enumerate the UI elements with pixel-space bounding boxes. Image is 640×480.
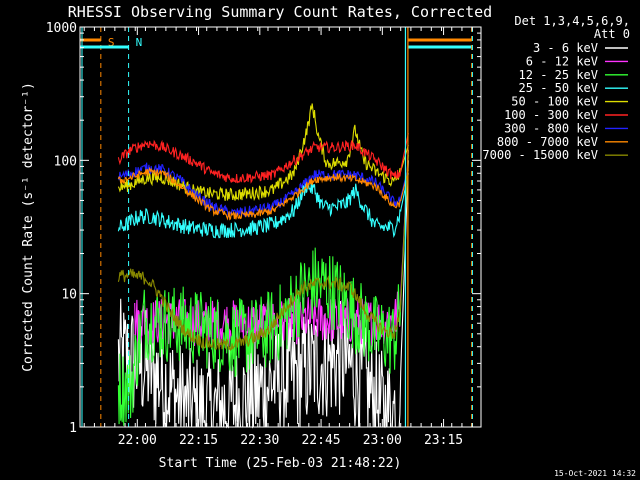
plot-frame [79, 26, 482, 428]
y-tick-label-2: 100 [54, 154, 77, 169]
x-tick-label-3: 22:45 [301, 433, 340, 448]
series-layer [117, 103, 409, 429]
legend-label-0: 3 - 6 keV [533, 41, 598, 55]
legend-label-6: 300 - 800 keV [504, 121, 598, 135]
series-800-7000 [117, 166, 409, 221]
y-tick-label-1: 10 [61, 288, 77, 303]
legend-label-3: 25 - 50 keV [519, 81, 598, 95]
series-3-6 [117, 160, 409, 429]
legend-detectors: Det 1,3,4,5,6,9, [514, 14, 630, 28]
legend-label-1: 6 - 12 keV [526, 54, 598, 68]
x-tick-label-0: 22:00 [118, 433, 157, 448]
y-tick-label-0: 1 [69, 421, 77, 436]
footer-timestamp: 15-Oct-2021 14:32 [554, 469, 636, 478]
y-axis-label: Corrected Count Rate (s⁻¹ detector⁻¹) [21, 82, 36, 372]
x-tick-label-1: 22:15 [179, 433, 218, 448]
legend-label-7: 800 - 7000 keV [497, 135, 598, 149]
x-tick-label-5: 23:15 [424, 433, 463, 448]
series-25-50 [117, 173, 409, 239]
y-tick-label-3: 1000 [46, 21, 77, 36]
x-tick-label-4: 23:00 [363, 433, 402, 448]
legend-label-8: 7000 - 15000 keV [482, 148, 598, 162]
x-tick-label-2: 22:30 [240, 433, 279, 448]
legend-label-2: 12 - 25 keV [519, 68, 598, 82]
x-axis-label: Start Time (25-Feb-03 21:48:22) [159, 456, 402, 471]
series-12-25 [117, 154, 409, 426]
legend-label-5: 100 - 300 keV [504, 108, 598, 122]
series-7000-15000 [117, 149, 409, 351]
legend-label-4: 50 - 100 keV [511, 95, 598, 109]
marker-n-label: N [136, 36, 143, 49]
legend-attenuator: Att 0 [594, 27, 630, 41]
series-100-300 [117, 133, 409, 184]
tick-layer: 1 10 100 1000 22:00 22:15 22:30 22:45 23:00 23:15 [46, 21, 481, 448]
chart-title: RHESSI Observing Summary Count Rates, Co… [68, 3, 492, 21]
marker-s-label: S [108, 36, 115, 49]
